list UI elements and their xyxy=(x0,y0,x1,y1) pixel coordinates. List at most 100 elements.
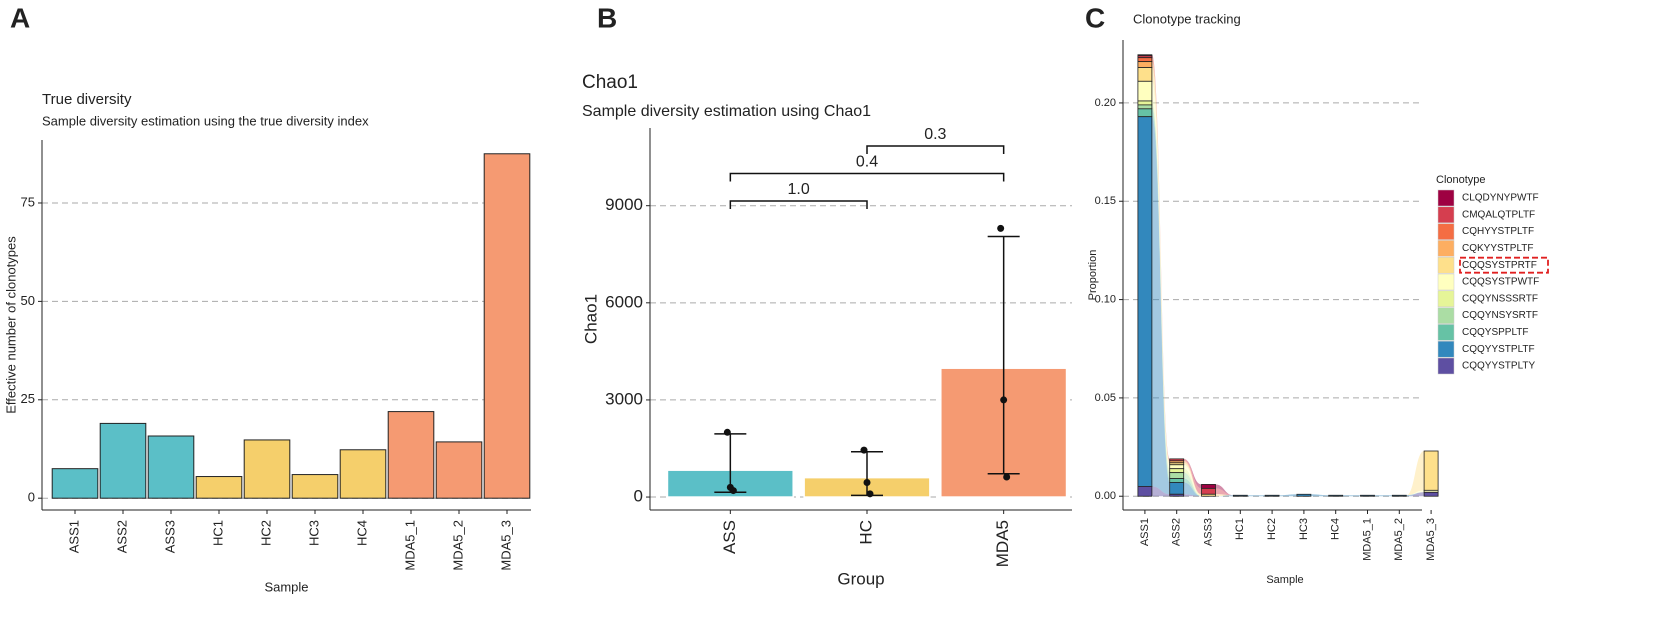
y-tick-label: 50 xyxy=(21,293,35,308)
stack-segment xyxy=(1169,482,1185,495)
stack-segment xyxy=(1169,493,1185,497)
flow xyxy=(1406,451,1425,496)
legend-label: CQQSYSTPWTF xyxy=(1462,277,1539,288)
legend-label: CLQDYNYPWTF xyxy=(1462,193,1539,204)
x-tick-label: HC3 xyxy=(306,520,321,546)
y-tick-label: 9000 xyxy=(605,195,643,214)
flow xyxy=(1151,55,1170,461)
chart-subtitle: Sample diversity estimation using Chao1 xyxy=(582,103,871,120)
flow xyxy=(1247,495,1266,497)
stack-segment xyxy=(1201,493,1216,497)
bar xyxy=(195,476,243,499)
flow xyxy=(1406,492,1425,497)
significance-bracket xyxy=(729,172,1005,182)
chart-title: Clonotype tracking xyxy=(1133,11,1241,26)
flow xyxy=(1183,494,1202,497)
flow xyxy=(1342,495,1361,497)
legend-swatch xyxy=(1437,340,1455,358)
flow xyxy=(1279,494,1297,497)
x-tick-label: MDA5_3 xyxy=(498,520,513,571)
y-tick-label: 0 xyxy=(28,490,35,505)
y-tick-label: 0.15 xyxy=(1095,195,1116,207)
flow xyxy=(1151,100,1170,473)
y-axis-label: Effective number of clonotypes xyxy=(3,236,18,414)
stack-segment xyxy=(1328,494,1344,497)
flow xyxy=(1151,54,1170,459)
legend-label: CQQYNSSSRTF xyxy=(1462,293,1538,304)
data-point xyxy=(723,428,731,436)
significance-bracket xyxy=(729,200,868,209)
stack-segment xyxy=(1423,491,1439,497)
legend-label: CQQYNSYSRTF xyxy=(1462,310,1538,321)
stack-segment xyxy=(1296,493,1312,497)
panel-label: B xyxy=(597,2,617,33)
x-axis-label: Sample xyxy=(264,579,308,594)
stack-segment xyxy=(1264,494,1280,497)
x-tick-label: HC3 xyxy=(1298,518,1310,540)
bar xyxy=(147,435,195,499)
x-axis-label: Group xyxy=(837,569,884,588)
flow xyxy=(1183,482,1202,497)
x-tick-label: MDA5_3 xyxy=(1425,518,1437,561)
stack-segment xyxy=(1169,468,1185,474)
x-tick-label: ASS2 xyxy=(114,520,129,553)
data-point xyxy=(997,224,1005,232)
flow xyxy=(1183,462,1202,497)
legend-swatch xyxy=(1437,256,1455,274)
x-tick-label: HC4 xyxy=(354,520,369,546)
stack-segment xyxy=(1169,464,1185,470)
flow xyxy=(1151,104,1170,479)
legend-swatch xyxy=(1437,324,1455,341)
flow xyxy=(1183,472,1202,497)
legend-label: CQHYYSTPLTF xyxy=(1462,226,1534,237)
y-axis-label: Chao1 xyxy=(581,294,600,344)
x-tick-label: MDA5_2 xyxy=(450,520,465,571)
x-tick-label: ASS1 xyxy=(66,520,81,553)
flow xyxy=(1374,495,1393,497)
stack-segment xyxy=(1137,67,1153,82)
flow xyxy=(1215,484,1234,496)
p-value-label: 1.0 xyxy=(788,181,810,198)
legend-label: CMQALQTPLTF xyxy=(1462,209,1535,220)
flow xyxy=(1215,494,1234,497)
stack-segment xyxy=(1137,486,1153,497)
flow xyxy=(1151,108,1170,483)
y-axis-label: Proportion xyxy=(1087,250,1099,301)
legend-swatch xyxy=(1437,357,1455,375)
x-tick-label: MDA5 xyxy=(993,520,1012,567)
significance-bracket xyxy=(866,145,1005,154)
stack-segment xyxy=(1423,450,1439,491)
stack-segment xyxy=(1232,494,1248,497)
x-tick-label: HC2 xyxy=(258,520,273,546)
bar xyxy=(387,411,435,499)
flow xyxy=(1151,57,1170,461)
flow xyxy=(1151,116,1170,495)
x-tick-label: HC xyxy=(856,520,875,545)
bar xyxy=(291,474,339,499)
stack-segment xyxy=(1137,100,1153,106)
x-tick-label: HC1 xyxy=(1234,518,1246,540)
bar xyxy=(99,422,147,499)
legend-swatch xyxy=(1437,206,1455,224)
legend-title: Clonotype xyxy=(1436,174,1486,186)
stack-segment xyxy=(1201,487,1216,495)
flow xyxy=(1183,478,1202,497)
flow xyxy=(1183,468,1202,497)
bar xyxy=(483,153,531,499)
y-tick-label: 0.05 xyxy=(1095,392,1116,404)
stack-segment xyxy=(1391,494,1407,497)
legend-label: CQQYYSTPLTF xyxy=(1462,344,1535,355)
stack-segment xyxy=(1137,61,1153,68)
flow xyxy=(1183,460,1202,495)
x-axis-label: Sample xyxy=(1266,574,1303,586)
flow xyxy=(1310,494,1329,497)
flow xyxy=(1215,488,1234,496)
y-tick-label: 25 xyxy=(21,391,35,406)
legend-swatch xyxy=(1437,307,1455,324)
legend-highlight xyxy=(1459,256,1549,274)
y-tick-label: 0.20 xyxy=(1095,97,1116,109)
stack-segment xyxy=(1360,494,1375,497)
x-tick-label: ASS xyxy=(720,520,739,554)
bar xyxy=(243,439,291,499)
